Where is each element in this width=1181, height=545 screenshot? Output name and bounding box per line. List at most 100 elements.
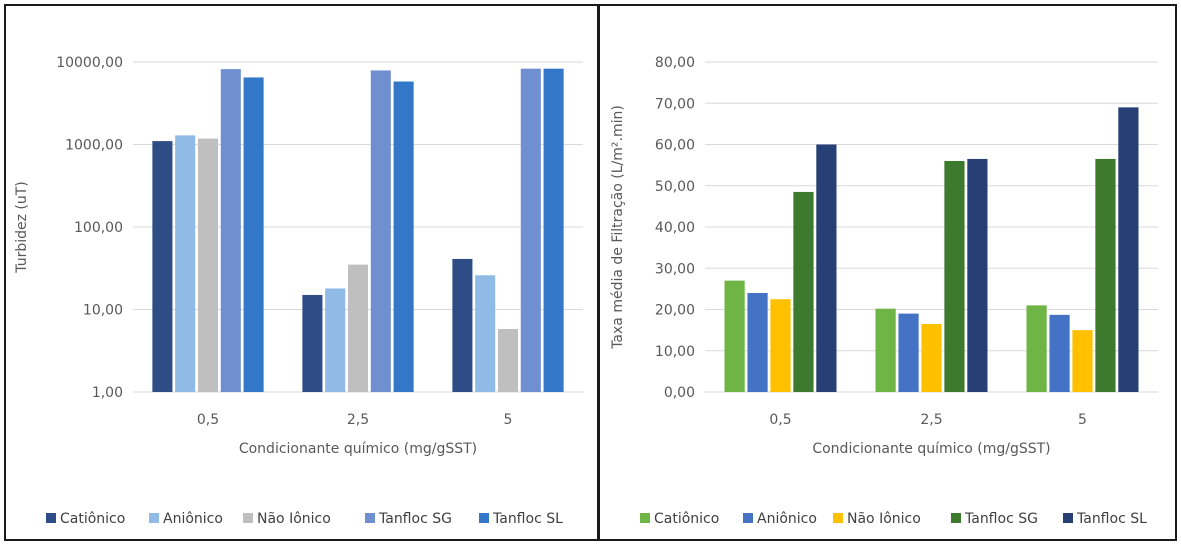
y-tick-label: 10000,00 — [56, 55, 123, 71]
bar-rect — [898, 313, 919, 392]
legend-swatch — [951, 513, 961, 523]
turbidity-chart: 1,00 10,00 100,00 1000,00 10000,00 0,5 2,5 5 Tur… — [14, 55, 583, 527]
bar — [793, 191, 814, 392]
bar-rect — [370, 70, 391, 392]
y-tick-label: 40,00 — [655, 220, 695, 236]
bar-rect — [347, 264, 369, 392]
bar — [1118, 107, 1139, 392]
bar — [475, 275, 496, 392]
bar-rect — [543, 68, 564, 392]
bar-rect — [816, 144, 837, 392]
legend-swatch — [640, 513, 650, 523]
bar — [520, 68, 541, 392]
y-tick-label: 20,00 — [655, 303, 695, 319]
bar-rect — [1049, 314, 1070, 392]
bar-rect — [497, 329, 519, 392]
bar — [347, 264, 369, 392]
legend-label: Aniônico — [757, 511, 817, 527]
bar — [497, 329, 519, 392]
bar-rect — [770, 299, 791, 392]
legend-swatch — [149, 513, 159, 523]
bar-rect — [520, 68, 541, 392]
legend-label: Catiônico — [60, 511, 125, 527]
bar-rect — [175, 135, 196, 392]
bar-rect — [793, 191, 814, 392]
x-category-label: 2,5 — [920, 412, 942, 428]
y-tick-label: 1,00 — [92, 385, 123, 401]
bar — [967, 158, 988, 392]
y-tick-label: 60,00 — [655, 138, 695, 154]
bar-rect — [243, 77, 264, 393]
legend-swatch — [365, 513, 375, 523]
bar-rect — [1026, 305, 1047, 392]
bar-rect — [747, 293, 768, 392]
bar — [302, 294, 323, 392]
filtration-rate-chart: 0,00 10,00 20,00 30,00 40,00 50,00 60,00 70,00 8… — [610, 55, 1158, 527]
x-category-label: 5 — [1078, 412, 1087, 428]
bar-rect — [724, 280, 745, 392]
bar — [325, 288, 346, 392]
bar-rect — [1118, 107, 1139, 392]
bar-rect — [393, 81, 414, 393]
legend-label: Não Iônico — [847, 511, 921, 527]
legend-swatch — [1063, 513, 1073, 523]
bar — [1049, 314, 1070, 392]
bar-rect — [1095, 158, 1116, 392]
y-tick-label: 10,00 — [83, 303, 123, 319]
x-axis-title: Condicionante químico (mg/gSST) — [812, 441, 1050, 457]
bar — [1095, 158, 1116, 392]
legend-label: Catiônico — [654, 511, 719, 527]
legend-label: Tanfloc SL — [492, 511, 563, 527]
bar — [175, 135, 196, 392]
x-category-label: 5 — [504, 412, 513, 428]
bar — [543, 68, 564, 392]
bar — [816, 144, 837, 392]
bar — [770, 299, 791, 392]
bar — [370, 70, 391, 392]
y-tick-label: 50,00 — [655, 179, 695, 195]
legend-label: Aniônico — [163, 511, 223, 527]
legend-swatch — [833, 513, 843, 523]
bar-rect — [220, 69, 241, 392]
legend-swatch — [479, 513, 489, 523]
x-category-label: 2,5 — [347, 412, 369, 428]
y-tick-label: 10,00 — [655, 344, 695, 360]
x-category-label: 0,5 — [769, 412, 791, 428]
bar-rect — [452, 258, 473, 392]
bar-rect — [921, 323, 942, 392]
y-axis-title: Taxa média de Filtração (L/m².min) — [610, 105, 626, 350]
bar — [452, 258, 473, 392]
bar-rect — [325, 288, 346, 392]
bar-rect — [197, 138, 219, 392]
bar-rect — [967, 158, 988, 392]
legend-label: Tanfloc SG — [964, 511, 1038, 527]
bar — [1072, 330, 1093, 392]
bar — [875, 308, 896, 392]
bar — [243, 77, 264, 393]
legend-swatch — [243, 513, 253, 523]
bar — [152, 141, 173, 392]
bar-rect — [152, 141, 173, 392]
y-tick-label: 1000,00 — [65, 138, 123, 154]
legend-label: Tanfloc SL — [1076, 511, 1147, 527]
bar-rect — [475, 275, 496, 392]
bar-rect — [302, 294, 323, 392]
y-tick-label: 80,00 — [655, 55, 695, 71]
legend-swatch — [46, 513, 56, 523]
legend-label: Não Iônico — [257, 511, 331, 527]
bar — [197, 138, 219, 392]
x-category-label: 0,5 — [197, 412, 219, 428]
bar — [898, 313, 919, 392]
y-tick-label: 30,00 — [655, 261, 695, 277]
y-tick-label: 0,00 — [664, 385, 695, 401]
turbidity-chart-panel: 1,00 10,00 100,00 1000,00 10000,00 0,5 2,5 5 Tur… — [4, 4, 599, 541]
x-axis-title: Condicionante químico (mg/gSST) — [239, 441, 477, 457]
filtration-chart-panel: 0,00 10,00 20,00 30,00 40,00 50,00 60,00 70,00 8… — [598, 4, 1177, 541]
bar — [724, 280, 745, 392]
bar — [944, 161, 965, 392]
legend-swatch — [743, 513, 753, 523]
bar — [921, 323, 942, 392]
bar-rect — [875, 308, 896, 392]
y-tick-label: 70,00 — [655, 96, 695, 112]
y-tick-label: 100,00 — [74, 220, 123, 236]
